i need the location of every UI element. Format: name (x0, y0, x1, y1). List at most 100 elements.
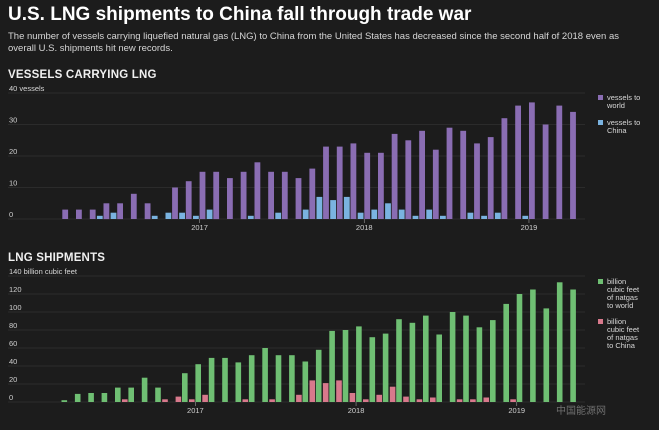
lng-bar-world (115, 387, 121, 402)
vessels-y-tick-label: 10 (9, 179, 17, 188)
lng-bar-world (61, 400, 68, 402)
lng-legend-label: of natgas (607, 333, 638, 342)
lng-y-tick-label: 80 (9, 321, 17, 330)
lng-bar-world (222, 357, 228, 402)
lng-bar-china (122, 399, 128, 402)
vessels-bar-world (130, 193, 137, 219)
vessels-x-tick-label: 2019 (521, 223, 538, 232)
vessels-legend-label: vessels to (607, 93, 640, 102)
vessels-bar-china (343, 196, 350, 219)
vessels-bar-china (193, 215, 199, 219)
lng-bar-world (449, 312, 456, 402)
page-title: U.S. LNG shipments to China fall through… (8, 4, 472, 25)
lng-legend-swatch (598, 319, 603, 324)
vessels-bar-world (350, 143, 357, 219)
lng-legend-label: cubic feet (607, 325, 640, 334)
vessels-bar-world (199, 171, 206, 220)
lng-bar-china (296, 394, 302, 402)
vessels-bar-world (446, 127, 453, 219)
lng-bar-world (476, 327, 483, 402)
lng-legend-swatch (598, 279, 603, 284)
vessels-bar-world (309, 168, 316, 219)
vessels-bar-world (432, 149, 439, 219)
vessels-bar-world (295, 178, 302, 219)
vessels-x-tick-label: 2018 (356, 223, 373, 232)
lng-bar-china (376, 394, 382, 402)
lng-bar-world (409, 322, 416, 402)
vessels-bar-world (542, 124, 549, 219)
vessels-bar-world (117, 203, 123, 220)
lng-bar-world (141, 377, 148, 402)
vessels-bar-world (172, 187, 178, 219)
lng-legend-label: billion (607, 277, 626, 286)
vessels-bar-world (515, 105, 521, 219)
lng-x-tick-label: 2018 (348, 406, 365, 415)
vessels-bar-china (371, 209, 378, 219)
lng-bar-world (182, 373, 188, 402)
vessels-bar-world (405, 140, 412, 220)
vessels-bar-world (501, 118, 508, 219)
lng-bar-china (309, 380, 316, 402)
vessels-bar-world (487, 137, 494, 219)
vessels-bar-world (391, 133, 398, 219)
lng-bar-world (155, 387, 161, 402)
lng-bar-china (416, 399, 423, 402)
lng-bar-world (463, 315, 469, 402)
vessels-y-tick-label: 20 (9, 147, 17, 156)
lng-bar-world (530, 289, 536, 402)
vessels-bar-world (103, 203, 110, 220)
lng-bar-world (262, 348, 268, 402)
lng-bar-world (88, 393, 94, 402)
lng-bar-china (202, 394, 208, 402)
vessels-bar-china (179, 212, 185, 219)
vessels-legend-label: China (607, 126, 627, 135)
vessels-bar-world (556, 105, 563, 219)
lng-y-tick-label: 20 (9, 375, 17, 384)
lng-y-axis-label: 140 billion cubic feet (9, 267, 78, 276)
vessels-bar-china (385, 203, 391, 220)
vessels-bar-world (474, 143, 480, 219)
vessels-bar-china (110, 212, 117, 219)
lng-bar-world (289, 355, 295, 402)
vessels-bar-world (529, 102, 535, 219)
vessels-bar-world (254, 162, 261, 219)
lng-legend-label: to China (607, 341, 636, 350)
lng-bar-china (403, 396, 409, 402)
vessels-bar-china (165, 212, 172, 219)
vessels-bar-china (275, 212, 282, 219)
lng-bar-world (208, 357, 215, 402)
vessels-bar-china (426, 209, 433, 219)
lng-bar-world (101, 393, 108, 402)
vessels-bar-china (206, 209, 213, 219)
vessels-bar-china (357, 212, 364, 219)
vessels-bar-world (268, 171, 274, 220)
lng-bar-world (329, 330, 335, 402)
lng-y-tick-label: 0 (9, 393, 13, 402)
vessels-bar-china (467, 212, 474, 219)
lng-bar-china (430, 397, 436, 402)
watermark-text: 中国能源网 (556, 406, 606, 417)
lng-bar-world (570, 289, 576, 402)
lng-bar-china (349, 393, 356, 402)
vessels-bar-world (460, 130, 467, 219)
lng-bar-china (242, 399, 249, 402)
lng-bar-world (302, 361, 309, 402)
lng-y-tick-label: 40 (9, 357, 17, 366)
vessels-bar-world (378, 152, 384, 219)
lng-bar-world (369, 337, 376, 402)
lng-bar-china (162, 399, 168, 402)
vessels-bar-china (96, 215, 103, 219)
lng-legend-label: billion (607, 317, 626, 326)
vessels-bar-world (240, 171, 247, 220)
vessels-bar-china (412, 215, 419, 219)
lng-bar-china (456, 399, 463, 402)
vessels-bar-world (144, 203, 151, 220)
lng-bar-world (195, 364, 201, 402)
vessels-bar-world (213, 171, 220, 220)
lng-bar-world (342, 330, 349, 402)
lng-bar-china (189, 399, 195, 402)
vessels-bar-china (398, 209, 405, 219)
vessels-bar-world (227, 178, 233, 219)
vessels-bar-world (336, 146, 343, 219)
